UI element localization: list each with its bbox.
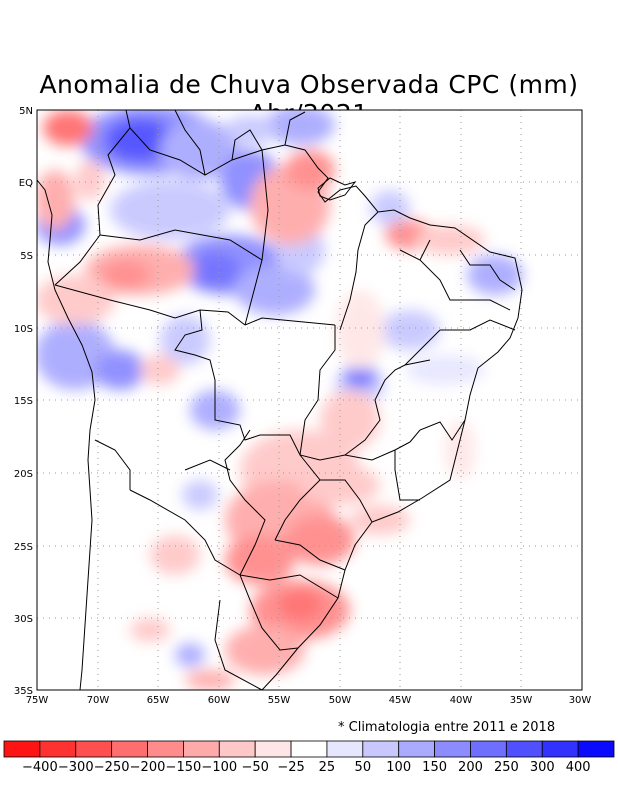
colorbar-swatch (290, 740, 328, 758)
graticule (37, 110, 582, 690)
lat-label: 5N (19, 106, 33, 117)
colorbar-label: 300 (530, 760, 555, 775)
colorbar-swatch (505, 740, 543, 758)
lon-label: 70W (87, 695, 110, 706)
colorbar-label: −250 (94, 760, 130, 775)
colorbar-label: −200 (130, 760, 166, 775)
lat-label: EQ (19, 178, 33, 189)
colorbar-label: −25 (277, 760, 304, 775)
colorbar-label: 100 (386, 760, 411, 775)
colorbar-label: −50 (241, 760, 268, 775)
colorbar-label: 25 (319, 760, 336, 775)
lat-label: 35S (14, 686, 33, 697)
colorbar-swatch (3, 740, 41, 758)
lat-label: 5S (20, 251, 33, 262)
colorbar-swatch (541, 740, 579, 758)
colorbar-label: −150 (166, 760, 202, 775)
colorbar-label: −100 (201, 760, 237, 775)
country-borders (36, 109, 523, 691)
lat-axis: 5N EQ 5S 10S 15S 20S 25S 30S 35S (14, 106, 33, 697)
lon-label: 30W (569, 695, 592, 706)
colorbar-swatch (398, 740, 435, 758)
lat-label: 30S (14, 614, 33, 625)
colorbar-label: 400 (566, 760, 591, 775)
colorbar-swatch (218, 740, 256, 758)
colorbar-swatch (39, 740, 77, 758)
lon-label: 55W (268, 695, 291, 706)
colorbar (3, 740, 615, 758)
lon-label: 35W (510, 695, 533, 706)
colorbar-swatch (254, 740, 292, 758)
lat-label: 25S (14, 542, 33, 553)
colorbar-swatch (326, 740, 364, 758)
lon-label: 75W (26, 695, 49, 706)
lat-label: 15S (14, 396, 33, 407)
climatology-note: * Climatologia entre 2011 e 2018 (338, 720, 556, 735)
colorbar-label: 250 (494, 760, 519, 775)
lon-label: 45W (389, 695, 412, 706)
colorbar-label: −300 (58, 760, 94, 775)
lon-label: 40W (450, 695, 473, 706)
lon-axis: 75W 70W 65W 60W 55W 50W 45W 40W 35W 30W (26, 695, 592, 706)
colorbar-labels: −400 −300 −250 −200 −150 −100 −50 −25 25 50 100 150… (22, 760, 591, 775)
lon-label: 60W (208, 695, 231, 706)
lon-label: 50W (329, 695, 352, 706)
colorbar-swatch (470, 740, 507, 758)
colorbar-label: 50 (355, 760, 372, 775)
lon-label: 65W (147, 695, 170, 706)
colorbar-label: −400 (22, 760, 58, 775)
colorbar-swatch (111, 740, 148, 758)
lat-label: 20S (14, 469, 33, 480)
colorbar-swatch (147, 740, 184, 758)
anomaly-field (37, 110, 582, 690)
lat-label: 10S (14, 324, 33, 335)
colorbar-label: 200 (458, 760, 483, 775)
colorbar-swatch (362, 740, 400, 758)
map-frame (36, 109, 583, 691)
colorbar-swatch (75, 740, 113, 758)
colorbar-label: 150 (422, 760, 447, 775)
colorbar-swatch (577, 740, 615, 758)
colorbar-swatch (434, 740, 471, 758)
colorbar-swatch (183, 740, 220, 758)
